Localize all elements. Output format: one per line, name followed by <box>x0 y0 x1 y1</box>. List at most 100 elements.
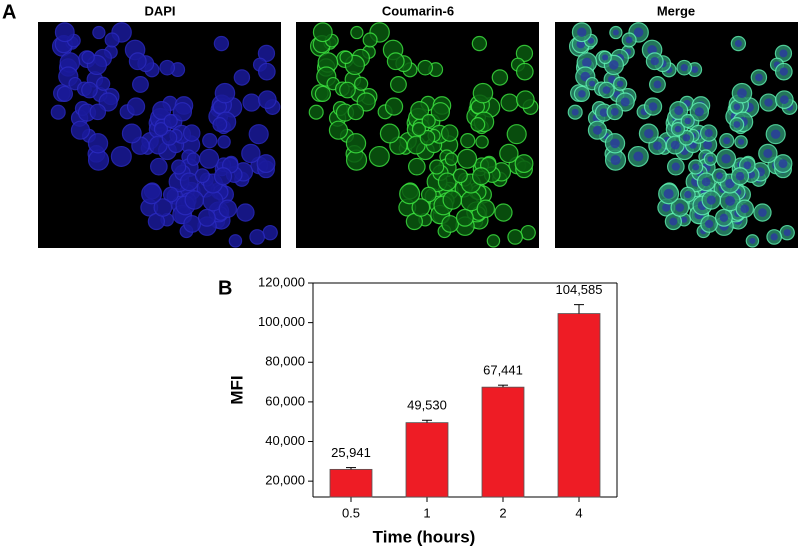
cell <box>81 81 98 99</box>
nucleus <box>648 102 658 111</box>
cell <box>184 190 204 210</box>
cell <box>442 190 462 210</box>
nucleus <box>674 106 684 115</box>
cell <box>499 143 519 164</box>
nucleus <box>738 138 745 145</box>
cell <box>452 168 468 184</box>
nucleus <box>680 64 688 72</box>
nucleus <box>725 178 735 189</box>
cell <box>362 32 378 48</box>
value-label: 104,585 <box>556 282 603 297</box>
cell <box>491 69 509 86</box>
cell <box>233 69 251 86</box>
cell <box>214 82 236 104</box>
nucleus <box>743 161 752 170</box>
cell <box>56 85 74 102</box>
nucleus <box>602 86 611 94</box>
nucleus <box>779 49 788 58</box>
image-title: DAPI <box>144 3 175 18</box>
nucleus <box>675 203 685 212</box>
nucleus <box>783 229 791 237</box>
cell <box>417 59 434 76</box>
cell <box>257 62 276 81</box>
cell <box>457 148 478 169</box>
nucleus <box>721 154 731 164</box>
nucleus <box>715 172 723 180</box>
nucleus <box>599 108 609 117</box>
cell <box>153 122 168 137</box>
cell <box>472 82 494 104</box>
cell <box>186 152 201 166</box>
nucleus <box>650 57 659 66</box>
cell <box>150 157 168 176</box>
nucleus <box>582 57 592 68</box>
y-tick-label: 40,000 <box>265 433 305 448</box>
cell <box>87 133 109 154</box>
nucleus <box>625 36 633 44</box>
cell <box>217 135 231 149</box>
error-bar <box>422 419 432 423</box>
cell <box>314 85 332 102</box>
cell <box>249 229 266 245</box>
cell <box>347 103 365 121</box>
cell <box>228 234 243 248</box>
image-title: Merge <box>657 3 695 18</box>
cell <box>486 234 501 248</box>
nucleus <box>620 97 630 107</box>
cell <box>257 90 277 110</box>
cell <box>92 25 106 40</box>
nucleus <box>662 203 671 212</box>
nucleus <box>691 66 699 74</box>
cell <box>384 97 404 116</box>
x-tick-label: 1 <box>423 505 430 520</box>
nucleus <box>701 177 711 187</box>
nucleus <box>674 125 682 133</box>
error-bar <box>346 467 356 470</box>
cell <box>444 152 459 166</box>
nucleus <box>633 151 644 162</box>
nucleus <box>725 195 735 206</box>
x-tick-label: 4 <box>575 505 582 520</box>
cell <box>141 183 163 205</box>
cell <box>197 208 216 227</box>
cell <box>515 62 534 81</box>
image-title: Coumarin-6 <box>382 3 454 18</box>
x-tick-label: 0.5 <box>342 505 360 520</box>
nucleus <box>749 237 756 244</box>
y-axis-title: MFI <box>227 375 246 404</box>
cell <box>399 183 421 205</box>
nucleus <box>610 155 621 166</box>
nucleus <box>577 27 587 37</box>
cell <box>379 123 400 144</box>
cell <box>128 52 147 71</box>
nucleus <box>755 73 763 82</box>
cell <box>408 157 426 176</box>
cell <box>104 32 120 48</box>
nucleus <box>669 217 678 226</box>
cell <box>420 186 437 203</box>
panel-label: B <box>218 277 232 299</box>
y-tick-label: 60,000 <box>265 393 305 408</box>
nucleus <box>734 40 742 48</box>
cell <box>256 154 276 174</box>
cell <box>507 229 524 245</box>
nucleus <box>644 128 654 139</box>
cell <box>70 120 91 140</box>
cell <box>514 154 534 174</box>
value-label: 49,530 <box>407 398 447 413</box>
cell <box>471 167 491 186</box>
cell <box>213 167 233 186</box>
nucleus <box>578 90 586 98</box>
cell <box>421 113 436 129</box>
nucleus <box>707 156 714 163</box>
nucleus <box>671 162 680 171</box>
nucleus <box>694 107 704 117</box>
cell <box>476 199 496 218</box>
cell <box>494 203 513 222</box>
cell <box>312 22 333 43</box>
nucleus <box>684 190 692 199</box>
y-tick-label: 120,000 <box>258 274 305 289</box>
nucleus <box>719 213 729 222</box>
error-bar <box>498 384 508 388</box>
cell <box>159 59 176 76</box>
